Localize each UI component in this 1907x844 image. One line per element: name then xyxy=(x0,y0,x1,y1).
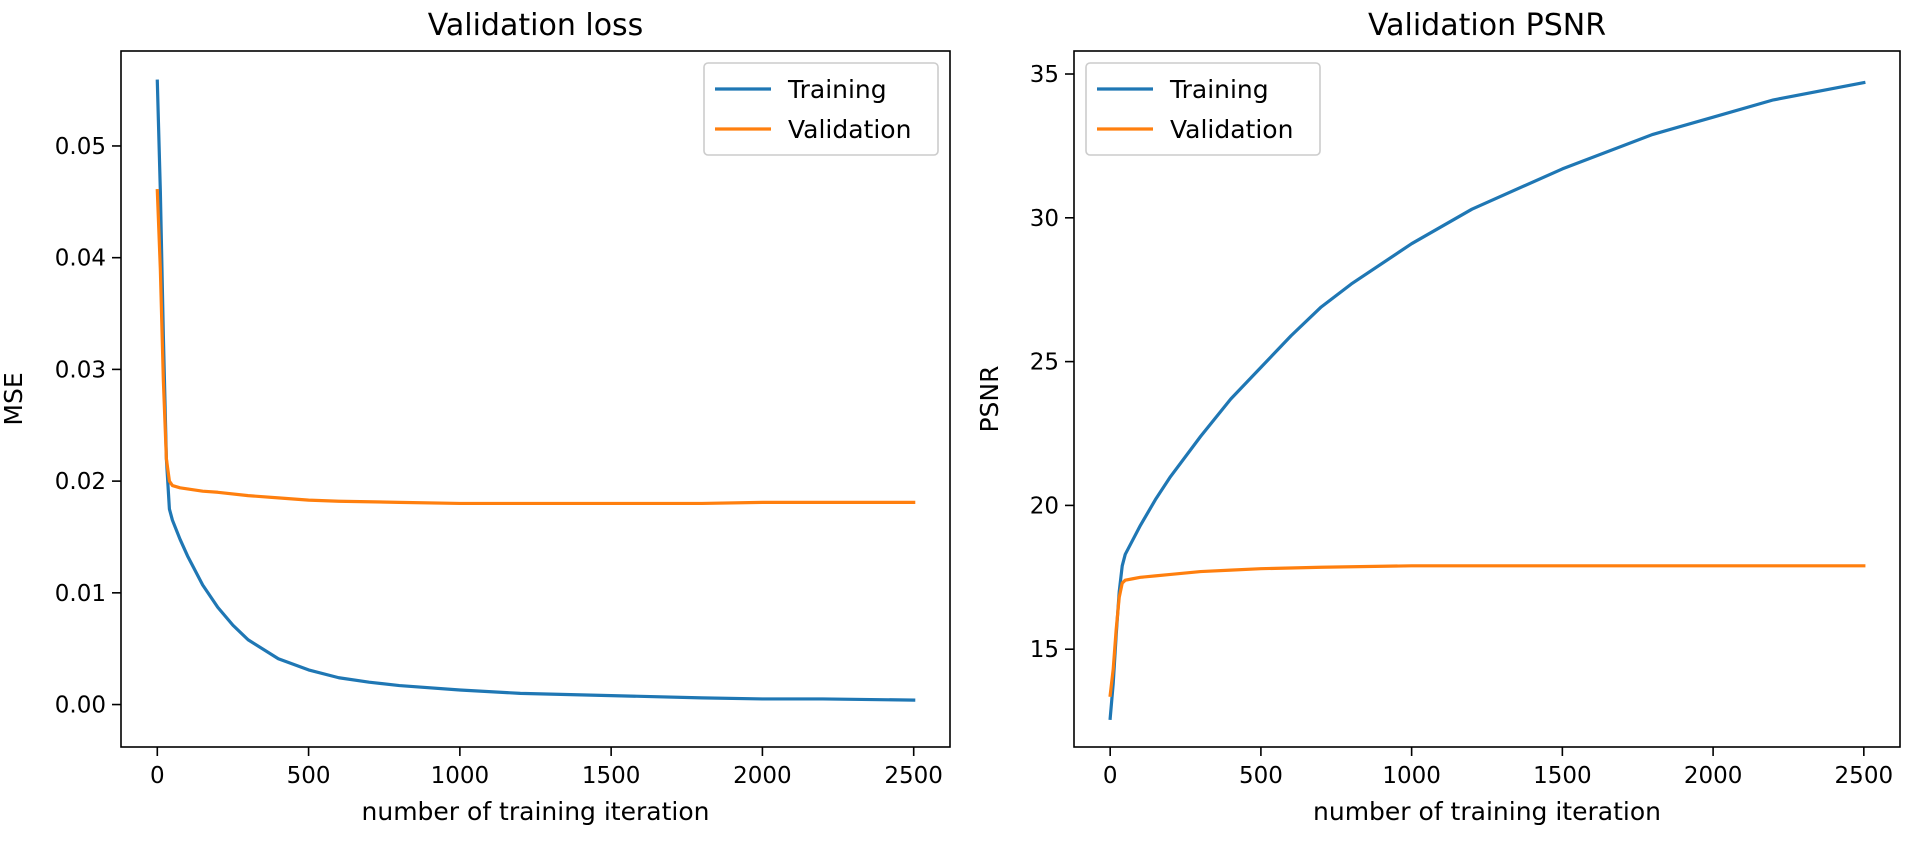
x-tick-label: 500 xyxy=(287,763,331,789)
chart-panel-1: 0 500 1000 1500 2000 2500 0.00 0.01 0.02 0.03 0.04… xyxy=(0,8,951,826)
x-tick-label: 500 xyxy=(1239,763,1283,789)
plot-frame xyxy=(120,50,951,748)
legend-label-validation: Validation xyxy=(1170,115,1293,144)
y-tick-label: 20 xyxy=(1030,493,1059,519)
series-line-training xyxy=(155,79,916,702)
x-tick-label: 2500 xyxy=(1835,763,1894,789)
chart-title: Validation loss xyxy=(428,8,644,43)
x-tick-label: 2500 xyxy=(884,763,943,789)
y-axis-label: MSE xyxy=(0,372,28,425)
series-line-validation xyxy=(155,188,916,506)
x-tick-label: 0 xyxy=(1103,763,1118,789)
y-tick-label: 35 xyxy=(1030,62,1059,88)
legend-label-validation: Validation xyxy=(788,115,911,144)
plot-frame xyxy=(1073,50,1901,748)
series-line-training xyxy=(1108,80,1866,720)
x-tick-label: 1500 xyxy=(1533,763,1592,789)
legend: Training Validation xyxy=(703,62,939,156)
x-tick-label: 1000 xyxy=(1382,763,1441,789)
legend-label-training: Training xyxy=(787,75,887,104)
x-tick-label: 2000 xyxy=(1684,763,1743,789)
y-tick-label: 0.00 xyxy=(55,693,106,719)
y-tick-label: 0.01 xyxy=(55,581,106,607)
y-tick-label: 0.05 xyxy=(55,134,106,160)
x-tick-label: 1000 xyxy=(431,763,490,789)
x-tick-label: 2000 xyxy=(733,763,792,789)
legend-box xyxy=(1085,62,1321,156)
y-tick-label: 30 xyxy=(1030,206,1059,232)
x-axis-label: number of training iteration xyxy=(362,797,710,826)
y-axis-label: PSNR xyxy=(975,365,1004,432)
y-tick-label: 0.04 xyxy=(55,246,106,272)
x-tick-label: 0 xyxy=(150,763,165,789)
legend-box xyxy=(703,62,939,156)
x-axis-label: number of training iteration xyxy=(1313,797,1661,826)
series-line-validation xyxy=(1108,564,1866,698)
legend-label-training: Training xyxy=(1169,75,1269,104)
legend: Training Validation xyxy=(1085,62,1321,156)
y-tick-label: 15 xyxy=(1030,637,1059,663)
x-tick-label: 1500 xyxy=(582,763,641,789)
chart-panel-2: 0 500 1000 1500 2000 2500 15 20 25 30 35 Validation… xyxy=(975,8,1901,826)
y-tick-label: 0.02 xyxy=(55,469,106,495)
y-tick-label: 0.03 xyxy=(55,357,106,383)
y-tick-label: 25 xyxy=(1030,350,1059,376)
chart-title: Validation PSNR xyxy=(1368,8,1606,43)
